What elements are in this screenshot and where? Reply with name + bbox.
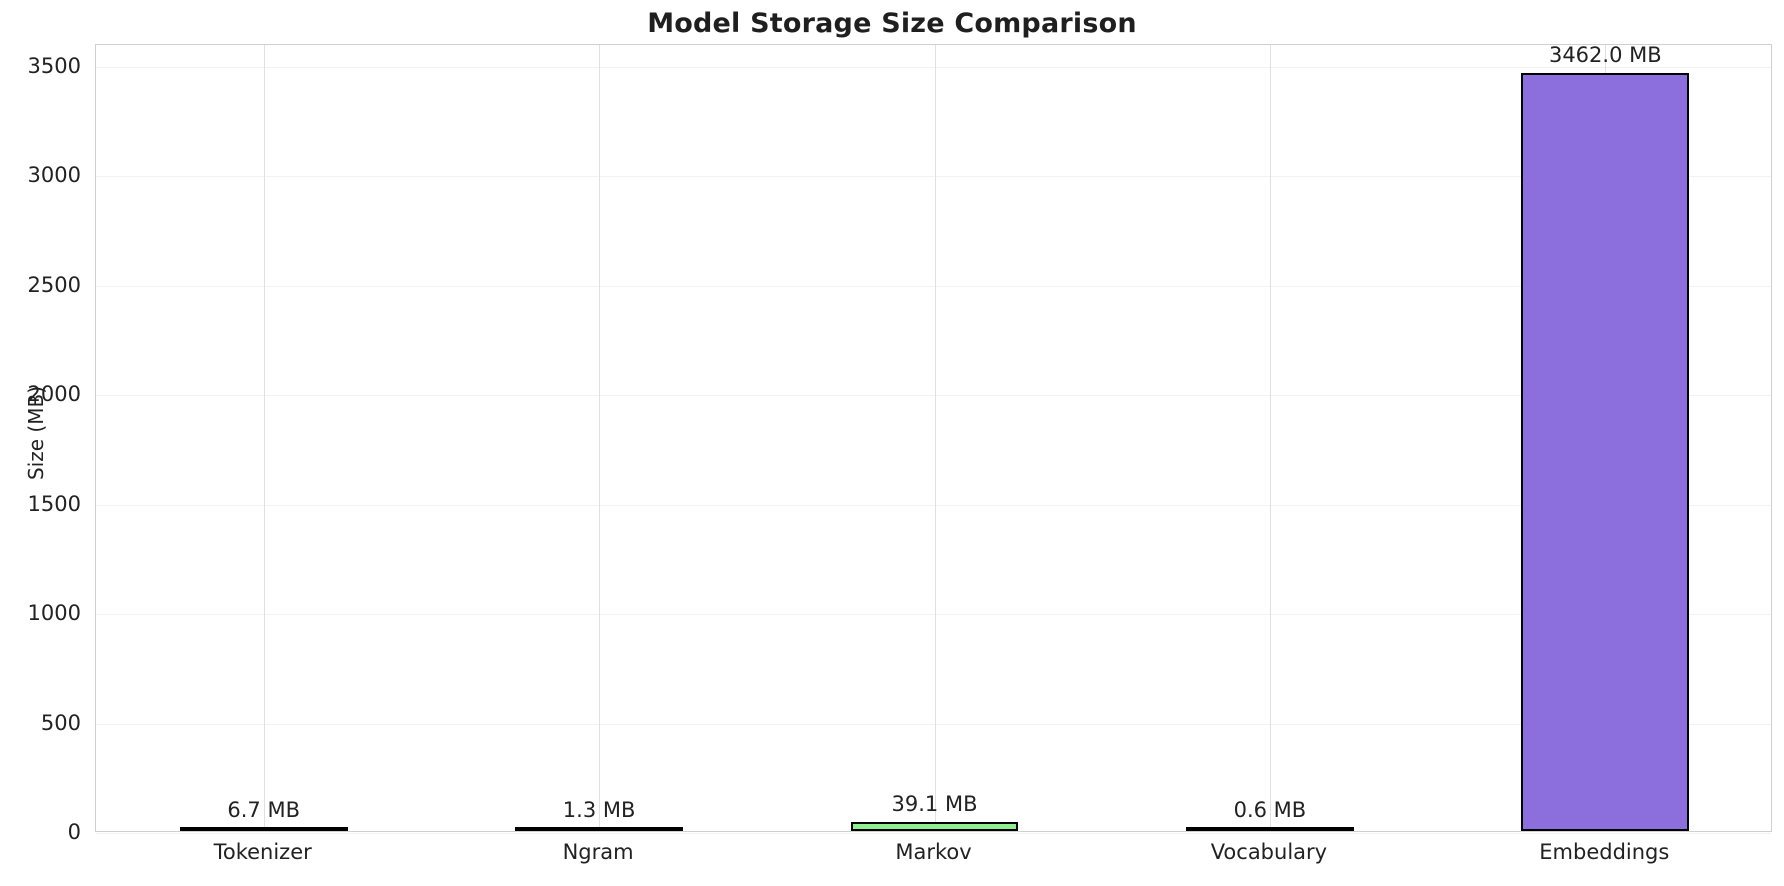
bar-vocabulary[interactable] <box>1186 827 1354 831</box>
bar-value-label-vocabulary: 0.6 MB <box>1233 798 1307 822</box>
bar-tokenizer[interactable] <box>179 827 348 831</box>
chart-title: Model Storage Size Comparison <box>647 8 1137 39</box>
x-tick-label-vocabulary: Vocabulary <box>1210 840 1328 864</box>
gridline-vertical <box>1269 45 1271 831</box>
gridline-horizontal <box>96 833 1771 834</box>
bar-value-label-markov: 39.1 MB <box>891 792 978 817</box>
gridline-horizontal <box>96 66 1771 68</box>
y-tick-label: 0 <box>67 820 81 844</box>
y-tick-label: 1500 <box>27 491 81 516</box>
plot-area: 6.7 MB 1.3 MB 39.1 MB 0.6 MB 3462.0 MB <box>95 43 1772 834</box>
gridline-horizontal <box>96 176 1771 178</box>
gridline-horizontal <box>96 395 1771 397</box>
bar-value-label-tokenizer: 6.7 MB <box>227 798 300 822</box>
gridline-horizontal <box>96 504 1771 506</box>
bar-value-label-embeddings: 3462.0 MB <box>1548 43 1662 68</box>
gridline-vertical <box>934 45 936 831</box>
gridline-horizontal <box>96 614 1771 616</box>
bar-value-label-ngram: 1.3 MB <box>562 798 636 822</box>
x-axis-tick-labels: Tokenizer Ngram Markov Vocabulary Embeddings <box>95 840 1772 880</box>
x-tick-label-ngram: Ngram <box>562 840 634 864</box>
bar-ngram[interactable] <box>515 827 683 831</box>
x-tick-label-markov: Markov <box>895 840 972 864</box>
gridline-horizontal <box>96 723 1771 725</box>
y-tick-label: 3500 <box>27 53 81 78</box>
x-tick-label-tokenizer: Tokenizer <box>213 840 312 864</box>
y-axis-tick-labels: 0 500 1000 1500 2000 2500 3000 3500 <box>0 44 95 844</box>
y-tick-label: 500 <box>40 710 81 735</box>
gridline-vertical <box>599 45 601 831</box>
x-tick-label-embeddings: Embeddings <box>1539 840 1670 864</box>
y-tick-label: 1000 <box>27 601 81 626</box>
y-tick-label: 2500 <box>27 272 81 297</box>
bar-markov[interactable] <box>850 822 1019 831</box>
gridline-horizontal <box>96 285 1771 287</box>
y-tick-label: 3000 <box>27 163 81 188</box>
y-tick-label: 2000 <box>27 382 81 407</box>
bar-embeddings[interactable] <box>1521 73 1690 831</box>
gridline-vertical <box>263 45 265 831</box>
